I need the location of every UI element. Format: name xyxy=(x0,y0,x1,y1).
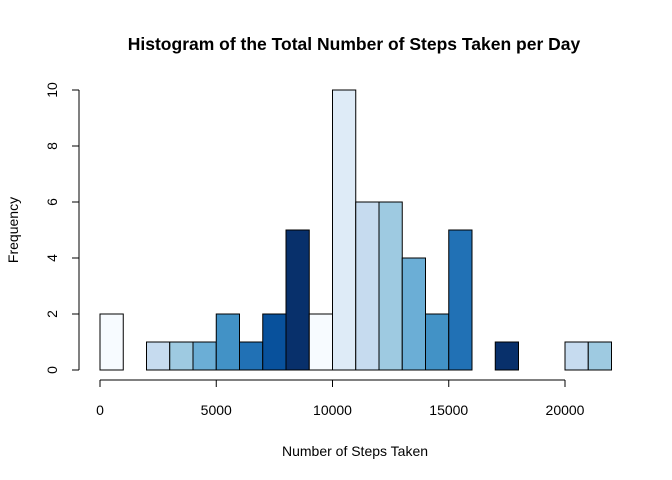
histogram-bar xyxy=(401,257,426,371)
histogram-bar xyxy=(146,341,171,371)
y-axis: 0 2 4 6 8 10 xyxy=(44,82,80,374)
x-tick-label: 0 xyxy=(96,402,104,418)
y-tick-label: 8 xyxy=(44,142,60,150)
bars-group xyxy=(99,89,612,371)
histogram-bar xyxy=(448,229,473,371)
histogram-bar xyxy=(425,313,450,371)
y-axis-label: Frequency xyxy=(5,197,21,263)
histogram-bar xyxy=(285,229,310,371)
histogram-bar xyxy=(239,341,264,371)
x-axis: 0 5000 10000 15000 20000 xyxy=(96,379,585,418)
histogram-bar xyxy=(564,341,589,371)
histogram-bar xyxy=(355,201,380,371)
x-tick-label: 15000 xyxy=(429,402,468,418)
histogram-bar xyxy=(587,341,612,371)
y-tick-label: 10 xyxy=(44,82,60,98)
histogram-bar xyxy=(215,313,240,371)
histogram-bar xyxy=(378,201,403,371)
y-tick-label: 2 xyxy=(44,310,60,318)
y-tick-label: 0 xyxy=(44,366,60,374)
chart-title: Histogram of the Total Number of Steps T… xyxy=(128,34,581,54)
histogram-bar xyxy=(99,313,124,371)
y-tick-label: 4 xyxy=(44,254,60,262)
histogram-bar xyxy=(192,341,217,371)
x-tick-label: 5000 xyxy=(201,402,232,418)
y-tick-label: 6 xyxy=(44,198,60,206)
histogram-bar xyxy=(308,313,333,371)
histogram-bar xyxy=(169,341,194,371)
histogram-bar xyxy=(494,341,519,371)
histogram-bar xyxy=(332,89,357,371)
histogram-bar xyxy=(262,313,287,371)
x-axis-label: Number of Steps Taken xyxy=(282,443,428,459)
x-tick-label: 10000 xyxy=(313,402,352,418)
x-tick-label: 20000 xyxy=(546,402,585,418)
